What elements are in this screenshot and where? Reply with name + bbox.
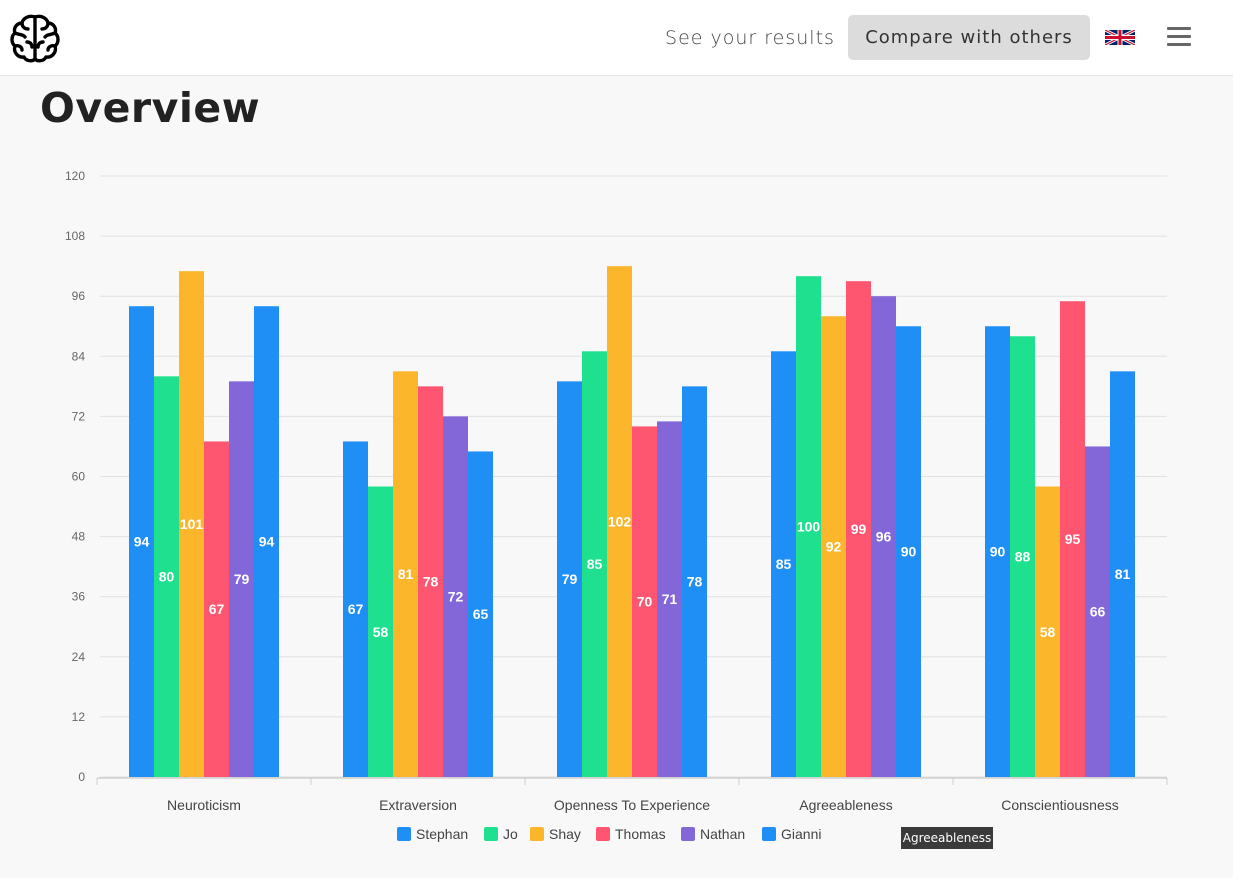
bar-value-label: 67 [348,601,364,617]
y-tick-label: 96 [72,289,86,303]
legend-label-jo[interactable]: Jo [503,826,518,842]
y-tick-label: 12 [72,710,86,724]
bar-stephan-0[interactable] [129,306,154,777]
bar-value-label: 58 [373,624,389,640]
bar-gianni-2[interactable] [682,386,707,777]
bar-value-label: 66 [1090,604,1106,620]
x-category-label: Conscientiousness [1001,797,1119,813]
bar-jo-4[interactable] [1010,336,1035,777]
bar-thomas-3[interactable] [846,281,871,777]
bar-thomas-1[interactable] [418,386,443,777]
legend-swatch-jo[interactable] [484,827,498,841]
bar-value-label: 81 [398,566,414,582]
bar-gianni-3[interactable] [896,326,921,777]
x-category-label: Neuroticism [167,797,241,813]
bar-stephan-2[interactable] [557,381,582,777]
bar-thomas-0[interactable] [204,441,229,777]
brain-icon[interactable] [9,12,61,64]
bar-shay-3[interactable] [821,316,846,777]
see-your-results-link[interactable]: See your results [665,27,835,49]
bar-value-label: 79 [562,571,578,587]
bar-value-label: 94 [134,534,150,550]
y-tick-label: 108 [65,229,85,243]
y-tick-label: 48 [72,530,86,544]
bar-value-label: 58 [1040,624,1056,640]
y-tick-label: 120 [65,169,85,183]
bar-stephan-1[interactable] [343,441,368,777]
y-tick-label: 72 [72,409,86,423]
bar-value-label: 85 [776,556,792,572]
bar-value-label: 92 [826,539,842,555]
bar-value-label: 96 [876,529,892,545]
bar-value-label: 72 [448,589,464,605]
bar-value-label: 78 [687,574,703,590]
legend-label-nathan[interactable]: Nathan [700,826,745,842]
top-navigation-bar: See your results Compare with others [0,0,1233,76]
x-category-label: Extraversion [379,797,457,813]
page-title: Overview [40,84,261,132]
y-tick-label: 60 [72,470,86,484]
bar-nathan-4[interactable] [1085,446,1110,777]
legend-swatch-nathan[interactable] [681,827,695,841]
bar-value-label: 90 [990,544,1006,560]
x-category-label: Agreeableness [799,797,892,813]
bar-value-label: 88 [1015,549,1031,565]
bar-shay-4[interactable] [1035,486,1060,777]
y-tick-label: 0 [78,770,85,784]
legend-swatch-gianni[interactable] [762,827,776,841]
bar-value-label: 101 [180,516,204,532]
bar-gianni-4[interactable] [1110,371,1135,777]
bar-value-label: 102 [608,514,632,530]
legend-label-gianni[interactable]: Gianni [781,826,821,842]
x-category-label: Openness To Experience [554,797,710,813]
y-tick-label: 36 [72,590,86,604]
bar-value-label: 99 [851,521,867,537]
legend-label-thomas[interactable]: Thomas [615,826,666,842]
bar-jo-2[interactable] [582,351,607,777]
legend-label-stephan[interactable]: Stephan [416,826,468,842]
bar-nathan-0[interactable] [229,381,254,777]
bar-value-label: 94 [259,534,275,550]
bar-jo-0[interactable] [154,376,179,777]
y-tick-label: 24 [72,650,86,664]
bar-value-label: 95 [1065,531,1081,547]
bar-value-label: 79 [234,571,250,587]
bar-value-label: 90 [901,544,917,560]
bar-shay-1[interactable] [393,371,418,777]
legend-swatch-thomas[interactable] [596,827,610,841]
bar-jo-1[interactable] [368,486,393,777]
bar-nathan-3[interactable] [871,296,896,777]
bar-shay-0[interactable] [179,271,204,777]
bar-thomas-2[interactable] [632,426,657,777]
bar-gianni-0[interactable] [254,306,279,777]
bar-nathan-1[interactable] [443,416,468,777]
bar-shay-2[interactable] [607,266,632,777]
bar-jo-3[interactable] [796,276,821,777]
uk-flag-icon[interactable] [1105,30,1135,45]
bar-gianni-1[interactable] [468,451,493,777]
bar-value-label: 78 [423,574,439,590]
y-tick-label: 84 [72,349,86,363]
bar-value-label: 80 [159,569,175,585]
chart-tooltip: Agreeableness [901,827,993,849]
bar-value-label: 67 [209,601,225,617]
bar-value-label: 70 [637,594,653,610]
legend-swatch-shay[interactable] [530,827,544,841]
legend-label-shay[interactable]: Shay [549,826,581,842]
bar-value-label: 65 [473,606,489,622]
bar-value-label: 71 [662,591,678,607]
bar-thomas-4[interactable] [1060,301,1085,777]
compare-with-others-button[interactable]: Compare with others [848,15,1090,60]
bar-value-label: 85 [587,556,603,572]
bar-value-label: 100 [797,519,821,535]
bar-nathan-2[interactable] [657,421,682,777]
bar-value-label: 81 [1115,566,1131,582]
bar-stephan-3[interactable] [771,351,796,777]
hamburger-menu-icon[interactable] [1167,27,1193,47]
bar-stephan-4[interactable] [985,326,1010,777]
legend-swatch-stephan[interactable] [397,827,411,841]
